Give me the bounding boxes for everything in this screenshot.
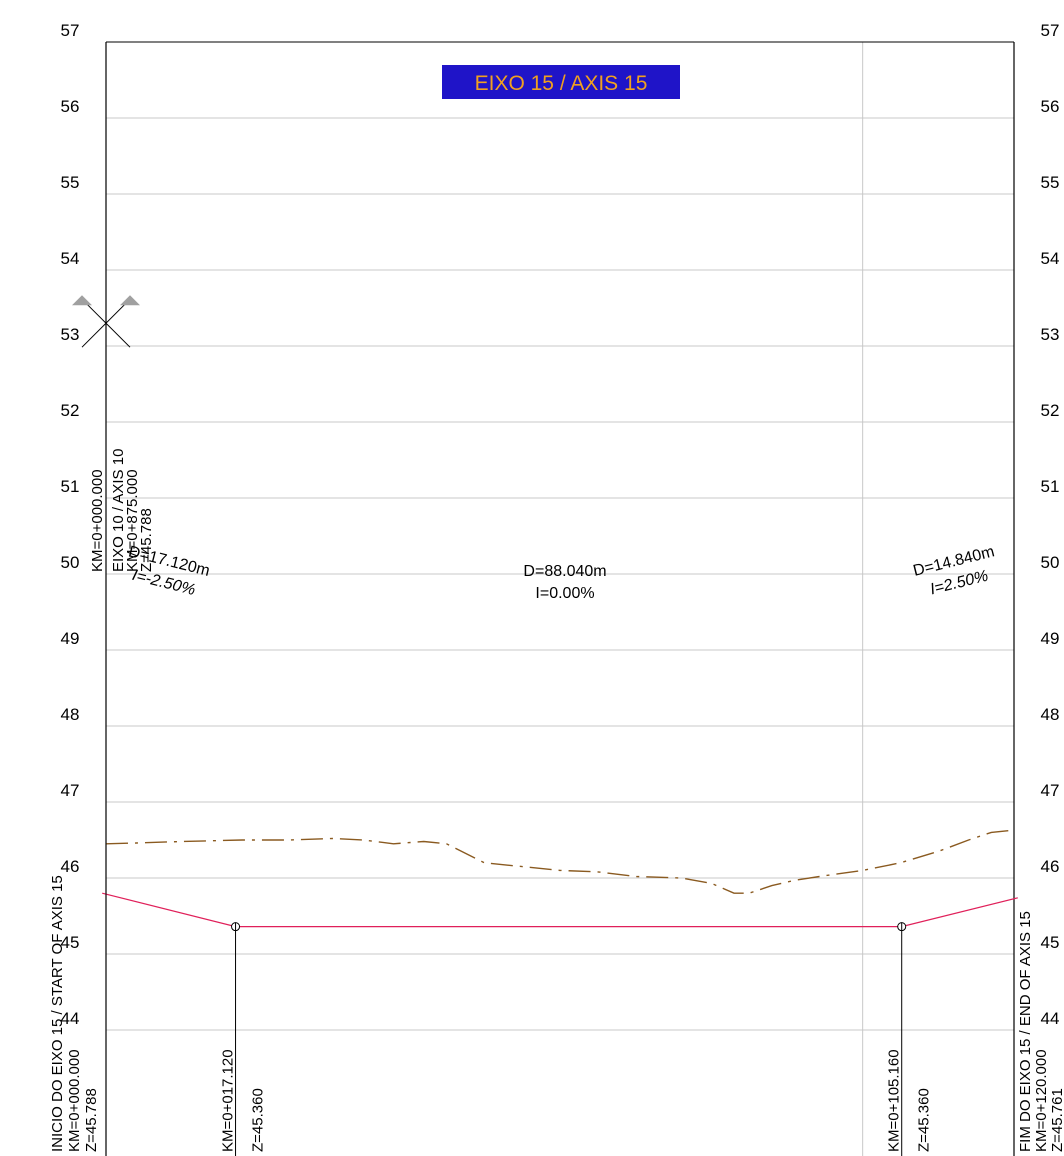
start-label: Z=45.788	[83, 1088, 100, 1152]
level-label-right: 56	[1041, 97, 1060, 116]
level-label-left: 47	[61, 781, 80, 800]
level-label-right: 52	[1041, 401, 1060, 420]
terrain-line	[105, 829, 1015, 894]
intersection-label: KM=0+000.000	[89, 469, 106, 572]
grid-lines	[106, 42, 1014, 1156]
station-labels: KM=0+017.120 Z=45.360 KM=0+105.160 Z=45.360…	[49, 875, 1064, 1152]
grade-line	[102, 892, 1018, 928]
segment-slope: I=0.00%	[535, 585, 594, 602]
level-label-left: 44	[61, 1009, 80, 1028]
level-label-right: 47	[1041, 781, 1060, 800]
level-label-left: 50	[61, 553, 80, 572]
end-label: FIM DO EIXO 15 / END OF AXIS 15	[1017, 911, 1034, 1152]
title-background	[442, 65, 680, 99]
end-label: KM=0+120.000	[1033, 1049, 1050, 1152]
end-label: Z=45.761	[1049, 1088, 1064, 1152]
pvi-z-label: Z=45.360	[916, 1088, 933, 1152]
intersection-flag-left	[72, 295, 92, 306]
level-label-right: 48	[1041, 705, 1060, 724]
level-label-left: 46	[61, 857, 80, 876]
level-label-right: 54	[1041, 249, 1060, 268]
level-label-left: 49	[61, 629, 80, 648]
level-label-left: 56	[61, 97, 80, 116]
terrain-path	[105, 829, 1015, 894]
level-label-right: 53	[1041, 325, 1060, 344]
chart-title-text: EIXO 15 / AXIS 15	[475, 72, 648, 95]
pvi-km-label: KM=0+017.120	[220, 1049, 237, 1152]
level-label-left: 52	[61, 401, 80, 420]
level-label-right: 44	[1041, 1009, 1060, 1028]
level-label-right: 57	[1041, 21, 1060, 40]
level-label-right: 45	[1041, 933, 1060, 952]
intersection-label: Z=45.788	[138, 508, 155, 572]
level-labels-left: 57 56 55 54 53 52 51 50 49 48 47 46 45 44	[61, 21, 80, 1028]
level-label-right: 55	[1041, 173, 1060, 192]
level-label-right: 50	[1041, 553, 1060, 572]
start-label: KM=0+000.000	[66, 1049, 83, 1152]
level-label-left: 54	[61, 249, 80, 268]
chart-title: EIXO 15 / AXIS 15	[442, 65, 680, 99]
level-label-left: 55	[61, 173, 80, 192]
intersection-flag-right	[120, 295, 140, 306]
level-labels-right: 57 56 55 54 53 52 51 50 49 48 47 46 45 44	[1041, 21, 1060, 1028]
pvi-markers	[231, 922, 907, 1156]
segment-distance: D=88.040m	[523, 563, 606, 580]
level-label-left: 53	[61, 325, 80, 344]
intersection-label: KM=0+875.000	[124, 469, 141, 572]
pvi-km-label: KM=0+105.160	[886, 1049, 903, 1152]
level-label-right: 49	[1041, 629, 1060, 648]
level-label-left: 51	[61, 477, 80, 496]
segment-label-group: D=88.040m I=0.00%	[523, 563, 606, 602]
level-label-left: 45	[61, 933, 80, 952]
level-label-left: 48	[61, 705, 80, 724]
level-label-left: 57	[61, 21, 80, 40]
grade-path	[102, 892, 1018, 928]
level-label-right: 46	[1041, 857, 1060, 876]
intersection-label: EIXO 10 / AXIS 10	[110, 449, 127, 572]
start-label: INICIO DO EIXO 15 / START OF AXIS 15	[49, 875, 66, 1152]
pvi-z-label: Z=45.360	[250, 1088, 267, 1152]
axis-10-intersection: KM=0+000.000 EIXO 10 / AXIS 10KM=0+875.00…	[72, 295, 155, 1156]
level-label-right: 51	[1041, 477, 1060, 496]
